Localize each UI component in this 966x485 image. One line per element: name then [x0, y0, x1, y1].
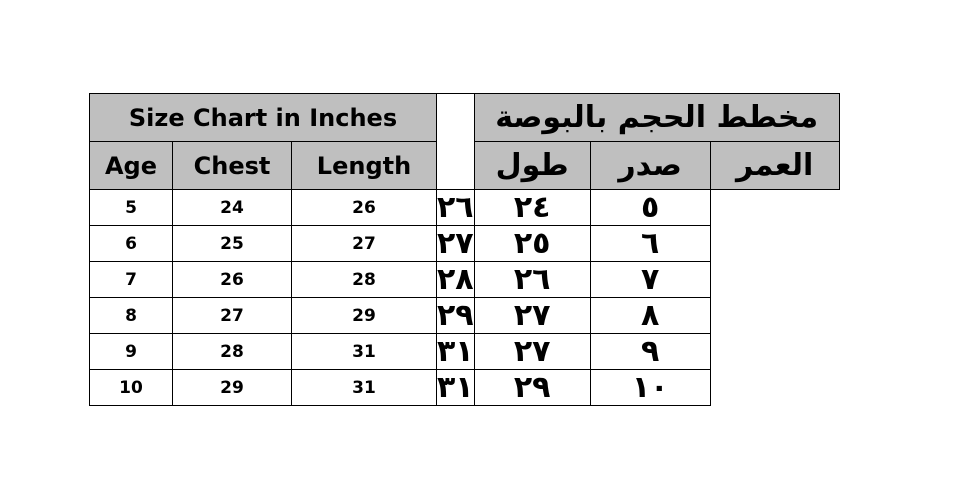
- cell-length: 26: [291, 189, 437, 226]
- cell-ar-length: ٢٨: [436, 261, 475, 298]
- cell-length: 31: [291, 369, 437, 406]
- cell-ar-age: ٥: [589, 189, 711, 226]
- cell-ar-chest: ٢٩: [473, 369, 591, 406]
- table-row: 6 25 27 ٢٧ ٢٥ ٦: [89, 225, 840, 262]
- cell-ar-age: ٨: [589, 297, 711, 334]
- cell-length: 31: [291, 333, 437, 370]
- spacer-column: [436, 93, 475, 190]
- cell-ar-length: ٢٩: [436, 297, 475, 334]
- cell-ar-length: ٢٧: [436, 225, 475, 262]
- cell-ar-age: ٦: [589, 225, 711, 262]
- size-chart-table: Size Chart in Inches مخطط الحجم بالبوصة …: [89, 93, 840, 406]
- header-length-ar: طول: [473, 141, 591, 190]
- cell-chest: 25: [172, 225, 292, 262]
- table-row: 7 26 28 ٢٨ ٢٦ ٧: [89, 261, 840, 298]
- cell-ar-age: ٩: [589, 333, 711, 370]
- cell-chest: 26: [172, 261, 292, 298]
- cell-age: 5: [89, 189, 173, 226]
- cell-ar-chest: ٢٤: [473, 189, 591, 226]
- cell-age: 9: [89, 333, 173, 370]
- cell-chest: 28: [172, 333, 292, 370]
- cell-ar-chest: ٢٧: [473, 333, 591, 370]
- arabic-title: مخطط الحجم بالبوصة: [473, 93, 840, 142]
- cell-ar-chest: ٢٥: [473, 225, 591, 262]
- header-length: Length: [291, 141, 437, 190]
- english-title: Size Chart in Inches: [89, 93, 437, 142]
- cell-ar-length: ٣١: [436, 369, 475, 406]
- cell-length: 27: [291, 225, 437, 262]
- header-chest-ar: صدر: [589, 141, 711, 190]
- cell-length: 29: [291, 297, 437, 334]
- cell-age: 10: [89, 369, 173, 406]
- header-age-ar: العمر: [709, 141, 840, 190]
- cell-age: 8: [89, 297, 173, 334]
- cell-ar-age: ١٠: [589, 369, 711, 406]
- cell-ar-chest: ٢٦: [473, 261, 591, 298]
- cell-chest: 27: [172, 297, 292, 334]
- header-chest: Chest: [172, 141, 292, 190]
- cell-chest: 29: [172, 369, 292, 406]
- cell-ar-length: ٢٦: [436, 189, 475, 226]
- cell-ar-length: ٣١: [436, 333, 475, 370]
- cell-chest: 24: [172, 189, 292, 226]
- table-row: 8 27 29 ٢٩ ٢٧ ٨: [89, 297, 840, 334]
- cell-age: 6: [89, 225, 173, 262]
- cell-age: 7: [89, 261, 173, 298]
- table-row: 9 28 31 ٣١ ٢٧ ٩: [89, 333, 840, 370]
- cell-ar-chest: ٢٧: [473, 297, 591, 334]
- cell-ar-age: ٧: [589, 261, 711, 298]
- cell-length: 28: [291, 261, 437, 298]
- header-age: Age: [89, 141, 173, 190]
- table-row: 5 24 26 ٢٦ ٢٤ ٥: [89, 189, 840, 226]
- table-row: 10 29 31 ٣١ ٢٩ ١٠: [89, 369, 840, 406]
